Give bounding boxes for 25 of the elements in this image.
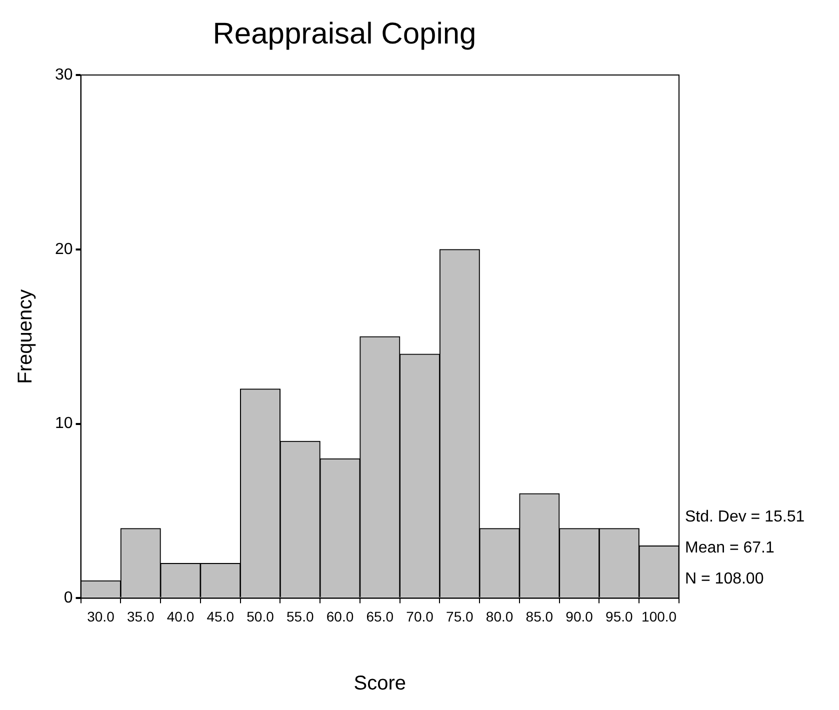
chart-title: Reappraisal Coping bbox=[212, 17, 476, 50]
x-tick-label: 80.0 bbox=[486, 608, 514, 624]
y-tick-label: 0 bbox=[64, 590, 73, 607]
x-tick-label: 70.0 bbox=[406, 608, 434, 624]
y-tick-label: 20 bbox=[55, 240, 73, 258]
text: N = 108.00 bbox=[685, 570, 764, 588]
x-tick-label: 65.0 bbox=[366, 608, 394, 624]
x-tick-label: 35.0 bbox=[126, 608, 154, 624]
y-tick-label: 30 bbox=[55, 66, 73, 84]
x-tick-label: 90.0 bbox=[566, 608, 594, 624]
x-tick-label: 55.0 bbox=[286, 608, 314, 624]
x-tick-label: 30.0 bbox=[87, 608, 115, 624]
y-tick-label: 10 bbox=[55, 415, 73, 432]
x-tick-label: 40.0 bbox=[166, 608, 194, 624]
y-axis-title: Frequency bbox=[14, 289, 37, 384]
text: Mean = 67.1 bbox=[685, 540, 774, 557]
x-tick-label: 75.0 bbox=[446, 608, 474, 624]
text: Std. Dev = 15.51 bbox=[685, 508, 805, 526]
x-tick-label: 100.0 bbox=[642, 608, 677, 624]
x-tick-label: 45.0 bbox=[206, 608, 234, 624]
x-tick-label: 85.0 bbox=[526, 608, 554, 624]
x-tick-label: 50.0 bbox=[246, 608, 274, 624]
x-tick-label: 60.0 bbox=[326, 608, 354, 624]
x-axis-title: Score bbox=[354, 672, 406, 695]
x-tick-label: 95.0 bbox=[606, 608, 634, 624]
